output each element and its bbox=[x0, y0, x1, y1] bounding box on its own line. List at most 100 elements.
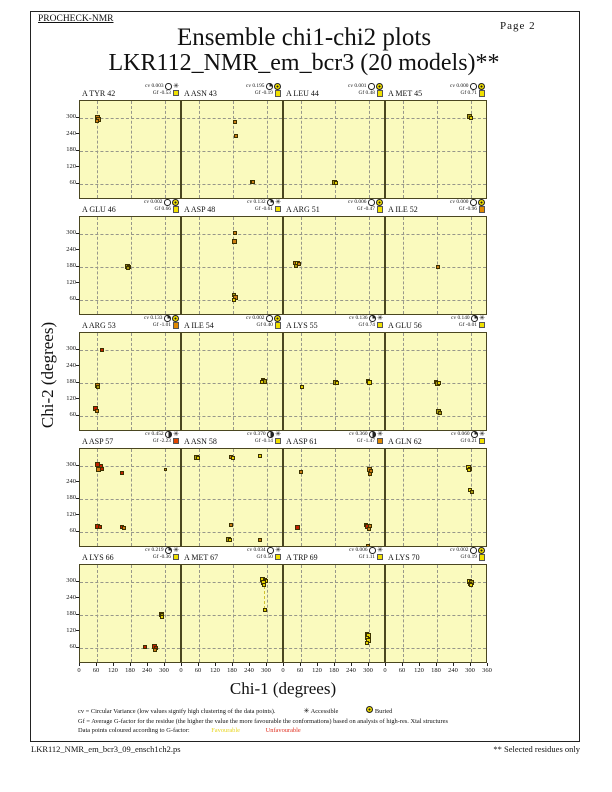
data-point bbox=[299, 384, 304, 389]
data-point bbox=[232, 238, 238, 244]
cv-gf-annotation: cv 0.006 ✳ Gf 1.11 bbox=[349, 545, 383, 560]
x-tick-label: 0 bbox=[281, 667, 285, 674]
data-point bbox=[436, 265, 441, 270]
gridline-vertical bbox=[437, 565, 438, 662]
accessibility-dial-icon bbox=[267, 547, 274, 554]
residue-plot bbox=[283, 448, 385, 547]
y-tick-mark bbox=[76, 646, 79, 648]
gf-row: Gf -1.01 bbox=[144, 322, 179, 329]
gridline-vertical bbox=[199, 101, 200, 198]
gridline-horizontal bbox=[182, 266, 282, 268]
gf-row: Gf -2.23 bbox=[145, 437, 179, 444]
gf-colour-square bbox=[172, 437, 179, 444]
y-tick-label: 180 bbox=[66, 262, 76, 269]
y-tick-label: 240 bbox=[66, 245, 76, 253]
accessibility-dial-icon bbox=[470, 547, 477, 554]
residue-plot bbox=[283, 564, 385, 663]
residue-plot-header: A ARG 53 cv 0.133 Gf -1.01 bbox=[79, 315, 181, 332]
cv-row: cv 0.000 bbox=[450, 199, 485, 206]
residue-label: A GLU 46 bbox=[82, 205, 116, 214]
gridline-horizontal bbox=[386, 150, 486, 152]
x-tick-mark bbox=[164, 663, 165, 666]
cv-value: cv 0.140 bbox=[451, 315, 470, 321]
gf-value: Gf 0.19 bbox=[460, 554, 477, 560]
gf-value: Gf -0.19 bbox=[254, 90, 273, 96]
cv-gf-annotation: cv 0.034 ✳ Gf 0.50 bbox=[247, 545, 281, 560]
accessible-icon: ✳ bbox=[377, 545, 383, 554]
gf-colour-square bbox=[376, 321, 383, 328]
y-tick-mark bbox=[76, 414, 79, 416]
y-tick-label: 300 bbox=[66, 229, 76, 236]
data-point bbox=[95, 118, 100, 123]
gf-value: Gf 0.71 bbox=[460, 90, 477, 96]
cv-gf-annotation: cv 0.370 ✳ Gf -0.14 bbox=[247, 430, 281, 444]
x-tick-label: 360 bbox=[482, 667, 492, 674]
gridline-horizontal bbox=[182, 150, 282, 152]
buried-icon bbox=[478, 199, 485, 206]
residue-plot bbox=[181, 448, 283, 547]
cv-value: cv 0.132 bbox=[247, 199, 266, 205]
accessible-icon: ✳ bbox=[275, 545, 281, 554]
data-point bbox=[228, 538, 233, 543]
plot-grid: A TYR 42 cv 0.003 ✳ Gf -0.53 60 120 180 240 300 A… bbox=[66, 82, 492, 674]
legend-line-colouring: Data points coloured according to G-fact… bbox=[78, 726, 498, 736]
buried-icon bbox=[172, 199, 179, 206]
residue-plot-header: A ASN 58 cv 0.370 ✳ Gf -0.14 bbox=[181, 430, 283, 448]
y-tick-mark bbox=[76, 249, 79, 250]
x-tick-label: 120 bbox=[108, 667, 118, 674]
x-tick-mark bbox=[385, 663, 386, 666]
accessibility-dial-icon bbox=[470, 83, 477, 90]
gf-colour-square bbox=[172, 89, 179, 96]
x-tick-mark bbox=[249, 663, 250, 666]
data-point bbox=[437, 411, 442, 416]
accessibility-dial-icon bbox=[164, 199, 171, 206]
gridline-horizontal bbox=[182, 382, 282, 384]
gridline-vertical bbox=[471, 101, 472, 198]
y-tick-label: 300 bbox=[66, 577, 76, 584]
gridline-vertical bbox=[131, 333, 132, 430]
accessible-icon: ✳ bbox=[479, 313, 485, 322]
residue-plot-header: A MET 45 cv 0.000 Gf 0.71 bbox=[385, 83, 487, 100]
gf-colour-square bbox=[172, 553, 179, 560]
accessibility-dial-icon bbox=[368, 199, 375, 206]
accessibility-dial-icon bbox=[470, 199, 477, 206]
gf-row: Gf 0.40 bbox=[246, 322, 281, 329]
residue-plot bbox=[79, 100, 181, 199]
gf-row: Gf 0.21 bbox=[451, 437, 485, 444]
cv-gf-annotation: cv 0.002 Gf 0.66 bbox=[144, 199, 179, 213]
gridline-vertical bbox=[131, 449, 132, 546]
y-tick-mark bbox=[76, 613, 79, 615]
gridline-vertical bbox=[403, 101, 404, 198]
residue-plot bbox=[385, 100, 487, 199]
y-tick-mark bbox=[76, 265, 79, 267]
gf-colour-square bbox=[274, 553, 281, 560]
gridline-horizontal bbox=[80, 415, 180, 417]
x-tick-mark bbox=[232, 663, 233, 666]
gridline-vertical bbox=[165, 565, 166, 662]
x-tick-label: 180 bbox=[125, 667, 135, 674]
gf-value: Gf 1.11 bbox=[358, 553, 375, 560]
cv-value: cv 0.195 bbox=[245, 83, 265, 90]
residue-plot-header: A LYS 70 cv 0.002 Gf 0.19 bbox=[385, 547, 487, 564]
x-tick-mark bbox=[215, 663, 216, 666]
cv-gf-annotation: cv 0.003 ✳ Gf -0.53 bbox=[145, 82, 179, 96]
y-tick-mark bbox=[76, 597, 79, 598]
gf-colour-square bbox=[478, 321, 485, 328]
y-tick-mark bbox=[76, 282, 79, 283]
buried-icon bbox=[366, 706, 374, 713]
y-tick-label: 60 bbox=[69, 643, 77, 650]
cv-row: cv 0.370 ✳ bbox=[247, 430, 281, 438]
gridline-horizontal bbox=[284, 465, 384, 467]
page-number: Page 2 bbox=[500, 20, 536, 32]
gf-row: Gf -0.61 bbox=[247, 205, 281, 212]
cv-value: cv 0.006 bbox=[347, 199, 367, 206]
residue-plot-header: A GLU 56 cv 0.140 ✳ Gf -0.01 bbox=[385, 313, 487, 332]
gridline-horizontal bbox=[80, 349, 180, 351]
x-tick-label: 0 bbox=[77, 667, 81, 674]
x-tick-label: 240 bbox=[346, 667, 356, 674]
residue-plot bbox=[283, 216, 385, 315]
ps-filename: LKR112_NMR_em_bcr3_09_ensch1ch2.ps bbox=[31, 744, 181, 754]
gridline-vertical bbox=[267, 565, 268, 662]
gridline-horizontal bbox=[386, 117, 486, 119]
accessibility-dial-icon bbox=[165, 83, 172, 90]
